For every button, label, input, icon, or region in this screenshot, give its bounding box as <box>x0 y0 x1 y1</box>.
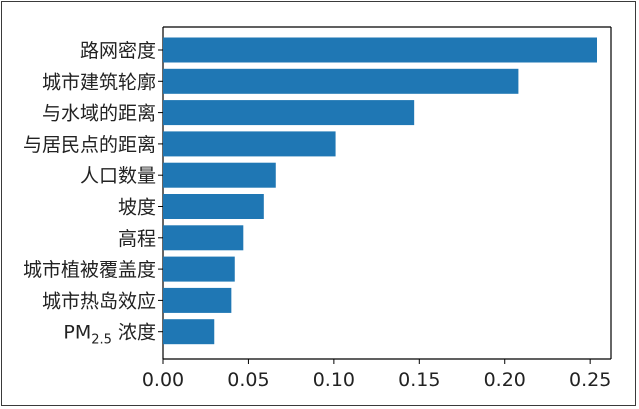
x-tick-label: 0.20 <box>484 369 526 391</box>
category-label: 城市建筑轮廓 <box>42 71 156 93</box>
x-tick-label: 0.10 <box>313 369 355 391</box>
bar <box>163 225 244 251</box>
bar <box>163 287 232 313</box>
x-tick-label: 0.25 <box>569 369 611 391</box>
bar <box>163 68 519 94</box>
x-tick-label: 0.00 <box>142 369 184 391</box>
x-tick-label: 0.15 <box>398 369 440 391</box>
category-label: 人口数量 <box>80 165 156 187</box>
bar <box>163 256 235 282</box>
category-labels: 路网密度城市建筑轮廓与水域的距离与居民点的距离人口数量坡度高程城市植被覆盖度城市… <box>23 40 163 348</box>
bar <box>163 194 264 219</box>
bar <box>163 100 415 126</box>
x-axis-ticks: 0.00 0.05 0.10 0.15 0.20 0.25 <box>142 359 611 391</box>
x-tick-label: 0.05 <box>227 369 269 391</box>
bar <box>163 37 597 63</box>
category-label: 城市热岛效应 <box>42 290 156 312</box>
category-label: 坡度 <box>118 197 156 219</box>
bars <box>163 37 597 345</box>
bar <box>163 162 276 188</box>
bar <box>163 131 336 157</box>
category-label: 路网密度 <box>80 40 156 62</box>
category-label: PM2.5 浓度 <box>63 322 156 348</box>
category-label: 城市植被覆盖度 <box>23 259 156 281</box>
category-label: 与水域的距离 <box>42 103 156 125</box>
category-label: 高程 <box>118 228 156 250</box>
category-label: 与居民点的距离 <box>23 134 156 156</box>
bar <box>163 319 215 345</box>
